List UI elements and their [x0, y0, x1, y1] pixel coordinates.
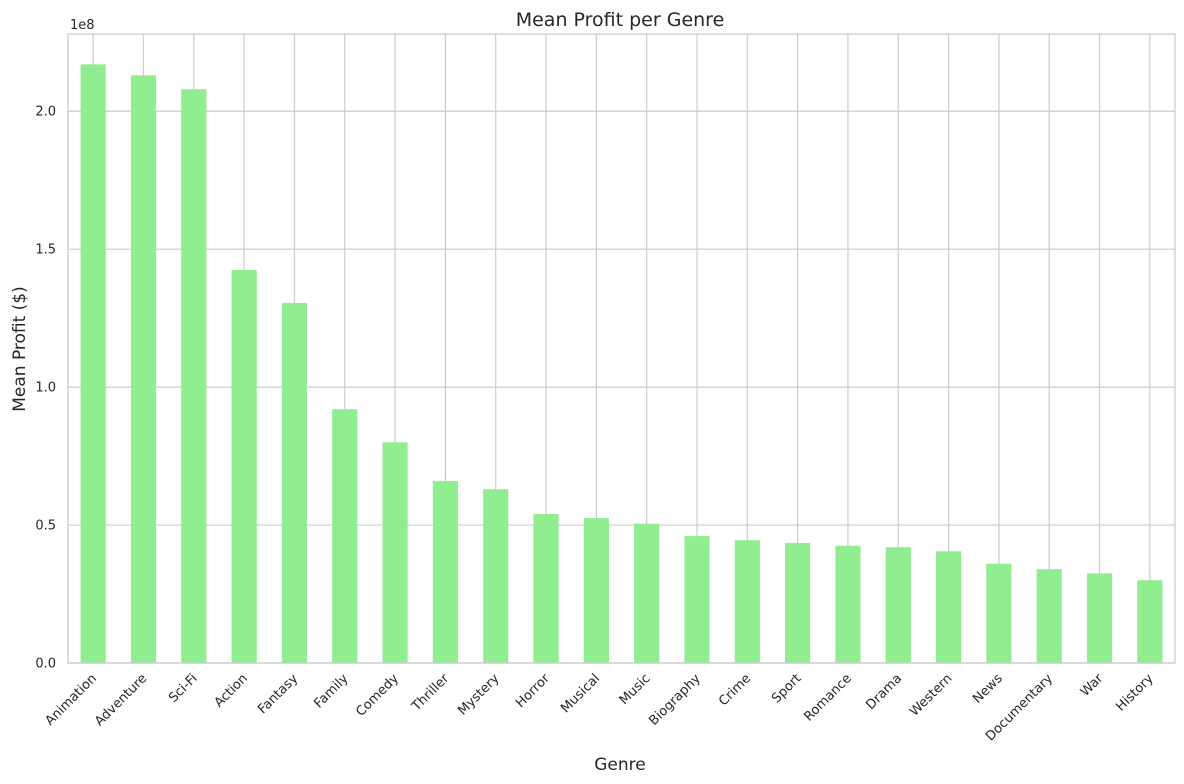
bar — [835, 545, 861, 663]
x-tick-label: Horror — [513, 671, 553, 711]
x-tick-label: Musical — [558, 671, 603, 716]
bar — [935, 551, 962, 663]
x-tick-label: News — [970, 671, 1006, 707]
bar — [80, 64, 106, 663]
x-tick-label: Thriller — [409, 671, 453, 715]
x-tick-label: Comedy — [353, 671, 402, 720]
bar — [785, 542, 811, 663]
y-tick-label: 2.0 — [35, 105, 56, 120]
bar — [533, 514, 559, 663]
x-tick-label: Crime — [716, 671, 754, 709]
bar — [734, 540, 760, 663]
bar — [1086, 573, 1113, 663]
y-tick-label: 1.0 — [35, 381, 56, 396]
x-axis-label: Genre — [594, 755, 645, 775]
x-tick-label: Biography — [646, 671, 704, 729]
bars — [80, 64, 1163, 664]
y-tick-label: 0.5 — [35, 519, 56, 534]
x-tick-label: Romance — [801, 671, 854, 724]
x-tick-label: Family — [311, 671, 351, 711]
bar — [583, 518, 609, 663]
bar — [281, 302, 308, 663]
bar — [432, 480, 458, 663]
bar — [684, 536, 710, 663]
y-axis-label: Mean Profit ($) — [10, 286, 30, 412]
bar — [634, 523, 660, 663]
x-tick-label: Sport — [769, 671, 804, 706]
bar — [1137, 580, 1163, 663]
bar — [231, 269, 257, 663]
plot-frame — [67, 33, 1176, 664]
chart-title: Mean Profit per Genre — [516, 9, 725, 31]
y-tick-label: 1.5 — [35, 243, 56, 258]
bar — [382, 442, 408, 663]
x-tick-label: Drama — [863, 671, 905, 713]
bar — [1036, 569, 1062, 663]
bar — [130, 75, 157, 663]
bar — [483, 489, 509, 663]
x-tick-label: Sci-Fi — [166, 671, 201, 706]
x-tick-label: War — [1078, 671, 1107, 700]
bar — [332, 409, 358, 663]
bar — [986, 563, 1012, 663]
x-tick-label: Adventure — [92, 671, 150, 729]
y-offset-label: 1e8 — [70, 18, 95, 33]
x-tick-label: History — [1113, 671, 1157, 715]
y-tick-label: 0.0 — [35, 657, 56, 672]
x-tick-label: Music — [617, 671, 654, 708]
x-tick-label: Action — [212, 671, 251, 710]
x-tick-label: Western — [907, 671, 955, 719]
y-tick-labels: 0.0 0.5 1.0 1.5 2.0 — [35, 105, 56, 672]
bar — [181, 89, 207, 664]
x-tick-label: Fantasy — [255, 671, 301, 717]
bar — [885, 547, 911, 663]
x-tick-label: Mystery — [455, 671, 502, 718]
x-tick-label: Animation — [43, 671, 100, 728]
